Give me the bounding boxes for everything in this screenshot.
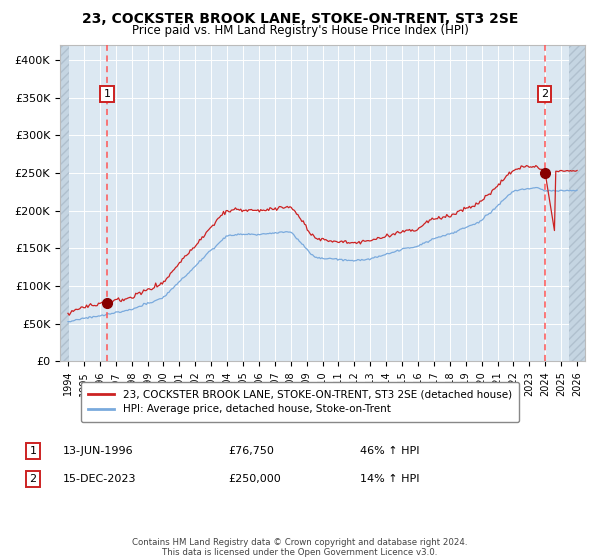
Text: Contains HM Land Registry data © Crown copyright and database right 2024.
This d: Contains HM Land Registry data © Crown c… [132, 538, 468, 557]
Text: 14% ↑ HPI: 14% ↑ HPI [360, 474, 419, 484]
Bar [60, 45, 69, 361]
Text: 13-JUN-1996: 13-JUN-1996 [63, 446, 134, 456]
Legend: 23, COCKSTER BROOK LANE, STOKE-ON-TRENT, ST3 2SE (detached house), HPI: Average : 23, COCKSTER BROOK LANE, STOKE-ON-TRENT,… [81, 382, 519, 422]
Text: 1: 1 [29, 446, 37, 456]
Bar [569, 45, 585, 361]
Text: Price paid vs. HM Land Registry's House Price Index (HPI): Price paid vs. HM Land Registry's House … [131, 24, 469, 37]
Text: 23, COCKSTER BROOK LANE, STOKE-ON-TRENT, ST3 2SE: 23, COCKSTER BROOK LANE, STOKE-ON-TRENT,… [82, 12, 518, 26]
Text: 46% ↑ HPI: 46% ↑ HPI [360, 446, 419, 456]
Text: 1: 1 [103, 89, 110, 99]
Text: 2: 2 [541, 89, 548, 99]
Text: 2: 2 [29, 474, 37, 484]
Text: £250,000: £250,000 [228, 474, 281, 484]
Text: 15-DEC-2023: 15-DEC-2023 [63, 474, 137, 484]
Text: £76,750: £76,750 [228, 446, 274, 456]
